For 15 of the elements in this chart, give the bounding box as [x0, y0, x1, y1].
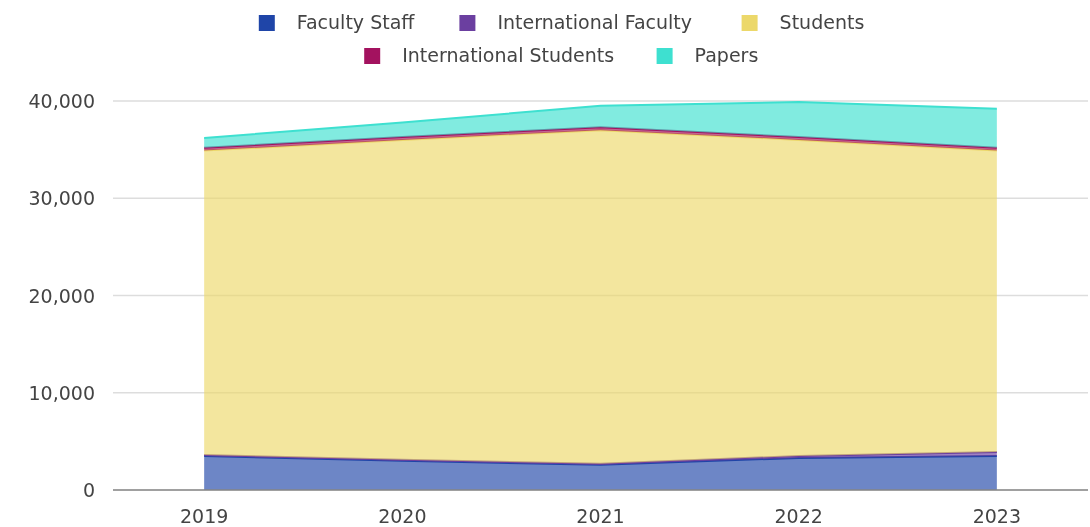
x-tick-label: 2020	[378, 505, 427, 527]
y-tick-label: 10,000	[28, 381, 95, 404]
y-tick-label: 20,000	[28, 284, 95, 307]
legend-label: Papers	[694, 44, 759, 66]
y-tick-label: 30,000	[28, 187, 95, 210]
y-tick-label: 0	[82, 479, 95, 501]
legend-label: International Students	[402, 44, 615, 66]
legend-label: Faculty Staff	[296, 11, 416, 33]
legend-label: International Faculty	[497, 11, 692, 33]
legend-label: Students	[779, 11, 865, 33]
x-tick-label: 2023	[972, 505, 1022, 527]
x-tick-label: 2021	[576, 505, 625, 527]
x-tick-label: 2022	[774, 505, 823, 527]
x-tick-label: 2019	[179, 505, 229, 527]
y-tick-label: 40,000	[28, 90, 95, 112]
